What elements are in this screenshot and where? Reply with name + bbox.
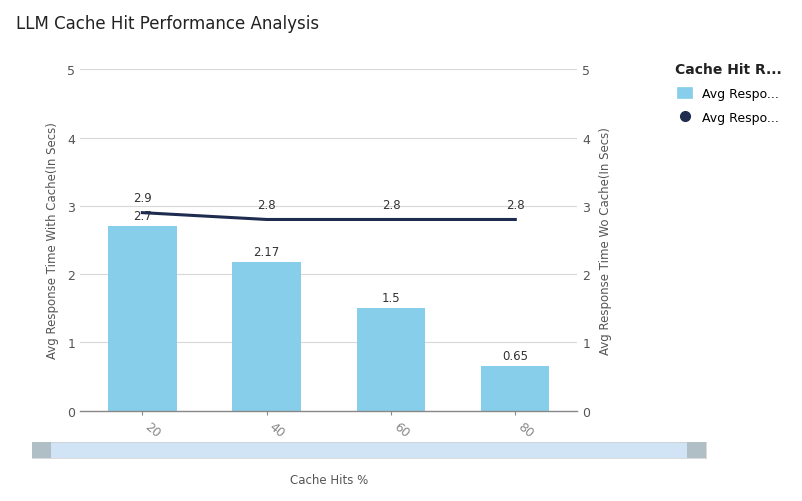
Bar: [357, 309, 425, 411]
Text: 2.7: 2.7: [133, 210, 152, 223]
Bar: [108, 227, 176, 411]
Text: 2.17: 2.17: [253, 246, 280, 259]
Bar: [233, 263, 301, 411]
Text: LLM Cache Hit Performance Analysis: LLM Cache Hit Performance Analysis: [16, 15, 319, 33]
Bar: [32, 442, 51, 458]
Bar: [481, 367, 549, 411]
Text: Cache Hits %: Cache Hits %: [290, 473, 368, 486]
Text: 1.5: 1.5: [382, 292, 400, 305]
Y-axis label: Avg Response Time Wo Cache(In Secs): Avg Response Time Wo Cache(In Secs): [598, 127, 612, 354]
Text: 2.8: 2.8: [382, 198, 400, 211]
Y-axis label: Avg Response Time With Cache(In Secs): Avg Response Time With Cache(In Secs): [46, 122, 59, 359]
Text: 0.65: 0.65: [502, 350, 529, 362]
Bar: [687, 442, 706, 458]
Legend: Avg Respo..., Avg Respo...: Avg Respo..., Avg Respo...: [669, 56, 788, 131]
Text: 2.8: 2.8: [257, 198, 276, 211]
Text: 2.9: 2.9: [133, 191, 152, 204]
Text: 2.8: 2.8: [506, 198, 525, 211]
